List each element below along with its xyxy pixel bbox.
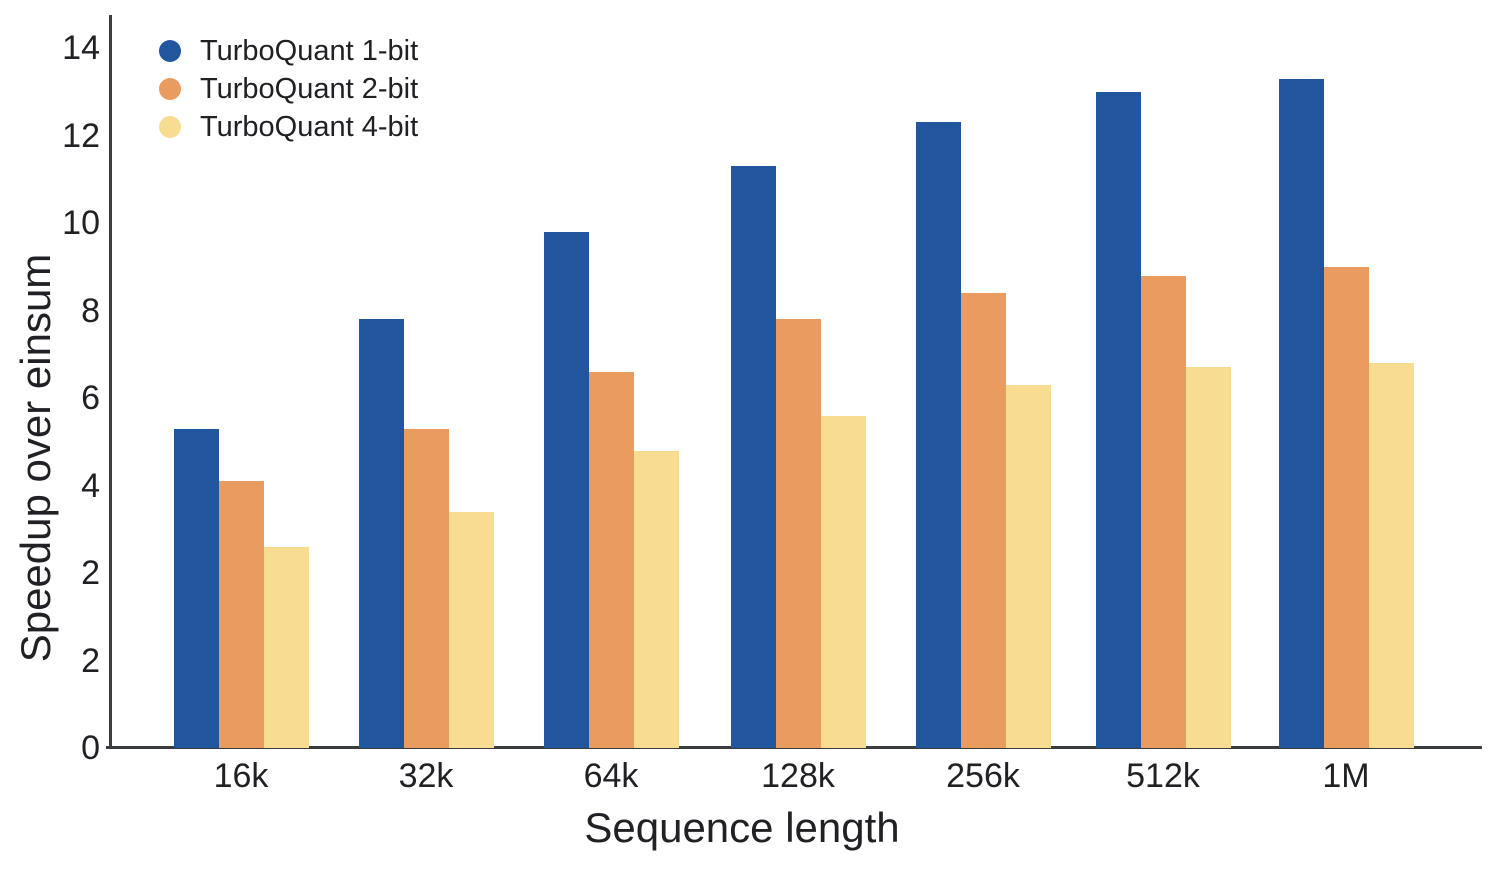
x-tick-label-32k: 32k (398, 757, 454, 795)
y-tick-label: 10 (62, 204, 100, 242)
y-tick-label: 12 (62, 116, 100, 155)
x-axis-title: Sequence length (584, 804, 900, 851)
x-tick-label-64k: 64k (583, 757, 639, 795)
bar-turboquant-2-bit-1M (1323, 266, 1369, 748)
legend-row: TurboQuant 2-bit (159, 70, 418, 108)
y-tick-label: 0 (81, 729, 100, 767)
legend-dot-series1-icon (159, 40, 181, 62)
bar-turboquant-1-bit-1M (1278, 78, 1324, 748)
legend-row: TurboQuant 4-bit (159, 108, 418, 146)
y-tick-label: 6 (81, 379, 100, 417)
bar-turboquant-1-bit-32k (358, 319, 404, 748)
bar-turboquant-1-bit-128k (730, 166, 776, 748)
bar-turboquant-1-bit-64k (543, 231, 589, 748)
bar-turboquant-4-bit-128k (820, 415, 866, 748)
x-tick-label-512k: 512k (1126, 757, 1200, 795)
x-tick-label-128k: 128k (761, 757, 835, 795)
bar-turboquant-2-bit-256k (960, 293, 1006, 748)
x-tick-label-16k: 16k (213, 757, 269, 795)
y-tick-label: 4 (81, 466, 100, 505)
bar-turboquant-4-bit-64k (633, 450, 679, 748)
y-axis-line (109, 15, 112, 749)
bar-turboquant-2-bit-128k (775, 319, 821, 748)
bar-turboquant-1-bit-16k (173, 428, 219, 748)
legend-label-series2: TurboQuant 2-bit (200, 72, 419, 105)
y-tick-label: 2 (81, 641, 100, 680)
bar-turboquant-2-bit-16k (218, 481, 264, 748)
bar-turboquant-2-bit-32k (403, 428, 449, 748)
bar-turboquant-4-bit-256k (1005, 384, 1051, 748)
x-tick-label-256k: 256k (946, 757, 1020, 795)
legend-label-series3: TurboQuant 4-bit (200, 110, 419, 143)
legend: TurboQuant 1-bit TurboQuant 2-bit TurboQ… (159, 32, 418, 146)
x-tick-label-1M: 1M (1322, 757, 1370, 795)
legend-dot-series3-icon (159, 116, 181, 138)
y-tick-label: 2 (81, 554, 100, 592)
y-tick-label: 14 (62, 29, 100, 67)
y-tick-label: 8 (81, 291, 100, 330)
bar-turboquant-4-bit-16k (263, 546, 309, 748)
bar-turboquant-4-bit-1M (1368, 363, 1414, 748)
bar-turboquant-1-bit-512k (1095, 91, 1141, 748)
bar-turboquant-2-bit-64k (588, 371, 634, 748)
bar-turboquant-4-bit-32k (448, 511, 494, 748)
bar-turboquant-2-bit-512k (1140, 275, 1186, 748)
legend-dot-series2-icon (159, 78, 181, 100)
legend-row: TurboQuant 1-bit (159, 32, 418, 70)
bar-turboquant-1-bit-256k (915, 122, 961, 748)
bar-turboquant-4-bit-512k (1185, 367, 1231, 748)
legend-label-series1: TurboQuant 1-bit (200, 34, 419, 67)
